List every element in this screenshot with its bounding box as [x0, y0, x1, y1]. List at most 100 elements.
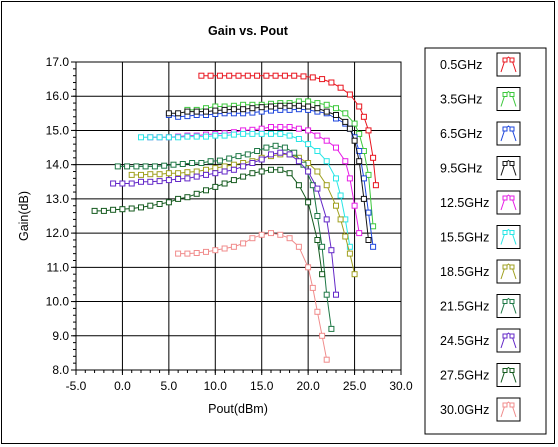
- data-point: [333, 112, 339, 118]
- data-point: [314, 213, 321, 219]
- data-point: [258, 130, 265, 137]
- y-tick-label: 17.0: [46, 55, 70, 69]
- series-15.5GHz: [138, 130, 353, 250]
- data-point: [156, 201, 163, 207]
- series-line: [201, 75, 377, 186]
- y-tick-label: 8.0: [52, 363, 69, 377]
- x-tick-label: 20.0: [296, 379, 320, 393]
- legend-marker: [509, 195, 515, 201]
- y-axis-label: Gain(dB): [17, 191, 31, 241]
- data-point: [319, 332, 326, 339]
- data-point: [258, 125, 265, 132]
- legend-marker: [509, 368, 515, 373]
- y-tick-label: 12.0: [46, 226, 70, 240]
- legend-item: 12.5GHz: [440, 190, 521, 215]
- data-point: [305, 127, 312, 134]
- data-point: [268, 230, 274, 237]
- data-point: [138, 171, 144, 178]
- legend-item: 30.0GHz: [440, 397, 521, 422]
- data-point: [193, 108, 200, 115]
- data-point: [240, 163, 247, 170]
- data-point: [314, 237, 321, 243]
- legend-item: 6.5GHz: [440, 121, 521, 146]
- data-point: [356, 130, 363, 137]
- data-point: [323, 158, 330, 165]
- data-point: [305, 98, 312, 105]
- data-point: [342, 158, 349, 165]
- data-point: [365, 209, 372, 216]
- data-point: [151, 163, 158, 170]
- data-point: [333, 144, 339, 151]
- legend-line: [500, 56, 517, 73]
- legend-label: 15.5GHz: [440, 231, 489, 245]
- data-point: [240, 240, 247, 247]
- legend-marker: [502, 92, 508, 97]
- chart-title: Gain vs. Pout: [208, 24, 289, 38]
- data-point: [360, 195, 367, 202]
- data-point: [230, 131, 237, 138]
- data-point: [328, 247, 335, 254]
- data-point: [165, 177, 172, 184]
- data-point: [291, 72, 298, 79]
- data-point: [370, 243, 377, 250]
- data-point: [263, 72, 270, 79]
- data-point: [184, 108, 191, 115]
- data-point: [207, 72, 214, 79]
- data-point: [91, 207, 98, 214]
- legend-marker: [502, 264, 508, 270]
- y-tick-label: 14.0: [46, 158, 70, 172]
- data-point: [295, 125, 302, 132]
- data-point: [179, 161, 186, 167]
- data-point: [100, 207, 107, 214]
- data-point: [184, 250, 191, 257]
- data-point: [314, 148, 321, 154]
- data-point: [370, 154, 377, 161]
- data-point: [216, 72, 223, 79]
- data-point: [337, 216, 344, 223]
- data-point: [240, 106, 247, 113]
- data-point: [147, 171, 154, 178]
- data-point: [254, 72, 261, 79]
- data-point: [277, 102, 284, 109]
- legend-item: 15.5GHz: [440, 225, 521, 249]
- data-point: [295, 102, 302, 109]
- data-point: [323, 137, 330, 144]
- series-24.5GHz: [110, 149, 339, 298]
- data-point: [277, 130, 284, 137]
- data-point: [277, 166, 284, 173]
- data-point: [351, 137, 358, 144]
- data-point: [258, 168, 265, 175]
- data-point: [314, 132, 321, 139]
- data-point: [156, 171, 163, 178]
- data-point: [342, 233, 349, 240]
- x-tick-label: 15.0: [250, 379, 274, 393]
- data-point: [333, 105, 339, 112]
- data-point: [249, 160, 256, 166]
- legend-marker: [502, 57, 508, 63]
- y-tick-label: 16.0: [46, 89, 70, 103]
- data-point: [319, 271, 326, 278]
- legend-line: [500, 90, 517, 107]
- data-point: [221, 106, 228, 113]
- data-point: [184, 175, 191, 182]
- data-point: [351, 120, 358, 127]
- data-point: [346, 175, 353, 182]
- data-point: [258, 231, 265, 238]
- data-point: [240, 130, 247, 137]
- data-point: [221, 245, 228, 252]
- data-point: [170, 161, 177, 168]
- data-point: [128, 205, 135, 212]
- data-point: [147, 202, 154, 209]
- y-tick-labels: 8.0 9.0 10.0 11.0 12.0 13.0 14.0 15.0 16.0 17.0: [46, 55, 70, 377]
- data-point: [300, 73, 307, 80]
- legend-label: 6.5GHz: [440, 127, 482, 141]
- data-point: [249, 170, 256, 177]
- data-point: [175, 250, 182, 257]
- data-point: [249, 235, 256, 242]
- data-point: [370, 223, 377, 230]
- legend-marker: [509, 161, 515, 166]
- data-point: [268, 166, 274, 173]
- data-point: [175, 176, 182, 182]
- data-point: [128, 171, 135, 178]
- legend: 0.5GHz 3.5GHz 6.5GHz 9.5GHz 12.5GHz 15.5GHz 18…: [440, 52, 521, 422]
